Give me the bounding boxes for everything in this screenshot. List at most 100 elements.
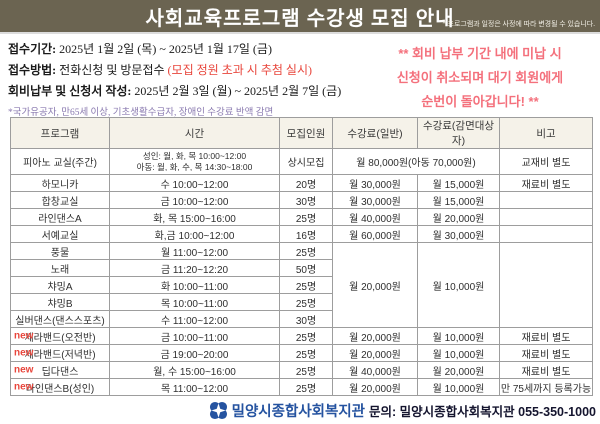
payment-period-label: 회비납부 및 신청서 작성: [8, 84, 132, 98]
time-cell: 화, 목 15:00~16:00 [109, 208, 280, 226]
time-cell: 목 10:00~11:00 [109, 293, 280, 311]
program-cell: 세라밴드(저녁반) new [10, 344, 110, 362]
capacity-cell: 25명 [279, 344, 333, 362]
program-cell: 챠밍B [10, 293, 110, 311]
new-badge: new [14, 381, 34, 393]
registration-period-label: 접수기간: [8, 42, 57, 56]
table-row: 라인댄스A 화, 목 15:00~16:00 25명 월 40,000원 월 20,00… [10, 208, 593, 226]
time-cell: 성인: 월, 화, 목 10:00~12:00 아동: 월, 화, 수, 목 14… [109, 148, 280, 175]
program-cell: 실버댄스(댄스스포츠) [10, 310, 110, 328]
fee-reduced-cell: 월 30,000원 [417, 225, 500, 243]
program-cell: 딥다댄스 new [10, 361, 110, 379]
program-name: 서예교실 [41, 230, 79, 242]
table-row: 하모니카 수 10:00~12:00 20명 월 30,000원 월 15,000원 재료… [10, 174, 593, 192]
discount-note: *국가유공자, 만65세 이상, 기초생활수급자, 장애인 수강료 반액 감면 [8, 108, 274, 118]
registration-method-value: 전화신청 및 방문접수 [59, 63, 168, 77]
program-table: 프로그램 시간 모집인원 수강료(일반) 수강료(감면대상자) 비고 피아노 교… [10, 117, 593, 396]
registration-method: 접수방법: 전화신청 및 방문접수 (모집 정원 초과 시 추첨 실시) [8, 62, 600, 78]
note-cell: 재료비 별도 [499, 174, 593, 192]
note-cell: 만 75세까지 등록가능 [499, 378, 593, 396]
capacity-cell: 25명 [279, 242, 333, 260]
column-header-fee-reduced: 수강료(감면대상자) [417, 117, 500, 149]
fee-general-cell: 월 20,000원 [332, 242, 418, 328]
fee-general-cell: 월 60,000원 [332, 225, 418, 243]
program-name: 풍물 [50, 247, 70, 259]
table-row: 라인댄스B(성인) new 목 11:00~12:00 25명 월 20,000원 월 1… [10, 378, 593, 396]
title-bar: 사회교육프로그램 수강생 모집 안내 * 프로그램과 일정은 사정에 따라 변경… [0, 0, 600, 34]
fee-warning-line: ** 회비 납부 기간 내에 미납 시 [398, 46, 562, 61]
time-cell: 금 11:20~12:20 [109, 259, 280, 277]
table-row: 노래 금 11:20~12:20 50명 [10, 259, 593, 277]
registration-method-label: 접수방법: [8, 63, 57, 77]
time-cell: 목 11:00~12:00 [109, 378, 280, 396]
table-row: 풍물 월 11:00~12:00 25명 월 20,000원 월 10,000원 [10, 242, 593, 328]
time-cell: 월, 수 15:00~16:00 [109, 361, 280, 379]
program-name: 라인댄스B(성인) [25, 383, 95, 395]
column-header-note: 비고 [499, 117, 593, 149]
note-cell: 재료비 별도 [499, 361, 593, 379]
program-name: 세라밴드(오전반) [24, 332, 96, 344]
registration-period: 접수기간: 2025년 1월 2일 (목) ~ 2025년 1월 17일 (금) [8, 41, 600, 57]
info-section: 접수기간: 2025년 1월 2일 (목) ~ 2025년 1월 17일 (금)… [0, 34, 600, 118]
program-name: 노래 [50, 264, 70, 276]
capacity-cell: 25명 [279, 327, 333, 345]
note-cell: 재료비 별도 [499, 327, 593, 345]
fee-reduced-cell: 월 15,000원 [417, 191, 500, 209]
program-cell: 세라밴드(오전반) new [10, 327, 110, 345]
program-cell: 하모니카 [10, 174, 110, 192]
fee-reduced-cell: 월 20,000원 [417, 361, 500, 379]
fee-general-cell: 월 40,000원 [332, 361, 418, 379]
program-name: 챠밍A [47, 281, 73, 293]
table-row: 세라밴드(저녁반) new 금 19:00~20:00 25명 월 20,000원 월 1… [10, 344, 593, 362]
time-cell: 화 10:00~11:00 [109, 276, 280, 294]
note-cell [499, 208, 593, 226]
payment-period: 회비납부 및 신청서 작성: 2025년 2월 3일 (월) ~ 2025년 2… [8, 83, 600, 99]
fee-general-cell: 월 30,000원 [332, 191, 418, 209]
program-name: 합창교실 [41, 196, 79, 208]
program-cell: 풍물 [10, 242, 110, 260]
note-cell [499, 242, 593, 328]
fee-warning-notice: ** 회비 납부 기간 내에 미납 시 신청이 취소되며 대기 회원에게 순번이… [364, 42, 596, 114]
time-cell: 월 11:00~12:00 [109, 242, 280, 260]
org-name: 밀양시종합사회복지관 [231, 404, 366, 420]
capacity-cell: 30명 [279, 191, 333, 209]
column-header-fee-general: 수강료(일반) [332, 117, 418, 149]
capacity-cell: 30명 [279, 310, 333, 328]
table-row: 실버댄스(댄스스포츠) 수 11:00~12:00 30명 [10, 310, 593, 328]
program-name: 실버댄스(댄스스포츠) [15, 315, 105, 327]
fee-warning-line: 순번이 돌아갑니다! ** [421, 94, 539, 110]
footer: 밀양시종합사회복지관 문의: 밀양시종합사회복지관 055-350-1000 [0, 396, 600, 421]
note-cell [499, 225, 593, 243]
program-name: 피아노 교실(주간) [23, 158, 97, 169]
column-header-time: 시간 [109, 117, 280, 149]
program-name: 챠밍B [47, 298, 73, 310]
program-name: 하모니카 [41, 179, 79, 191]
note-cell [499, 191, 593, 209]
column-header-program: 프로그램 [10, 117, 110, 149]
contact-info: 문의: 밀양시종합사회복지관 055-350-1000 [369, 405, 596, 419]
fee-general-cell: 월 40,000원 [332, 208, 418, 226]
program-name: 딥다댄스 [41, 366, 79, 378]
capacity-cell: 25명 [279, 361, 333, 379]
capacity-cell: 25명 [279, 276, 333, 294]
new-badge: new [14, 364, 34, 376]
note-cell: 재료비 별도 [499, 344, 593, 362]
new-badge: new [14, 347, 34, 359]
time-cell: 수 10:00~12:00 [109, 174, 280, 192]
registration-method-highlight: (모집 정원 초과 시 추첨 실시) [167, 63, 312, 77]
capacity-cell: 20명 [279, 174, 333, 192]
capacity-cell: 상시모집 [279, 148, 333, 175]
capacity-cell: 50명 [279, 259, 333, 277]
program-name: 세라밴드(저녁반) [24, 349, 96, 361]
fee-general-cell: 월 20,000원 [332, 378, 418, 396]
new-badge: new [14, 330, 34, 342]
time-cell: 화,금 10:00~12:00 [109, 225, 280, 243]
title-disclaimer: * 프로그램과 일정은 사정에 따라 변경될 수 있습니다. [442, 20, 595, 28]
note-cell: 교재비 별도 [499, 148, 593, 175]
program-table-wrap: 프로그램 시간 모집인원 수강료(일반) 수강료(감면대상자) 비고 피아노 교… [10, 117, 600, 396]
fee-reduced-cell: 월 20,000원 [417, 208, 500, 226]
program-cell: 노래 [10, 259, 110, 277]
capacity-cell: 25명 [279, 378, 333, 396]
fee-reduced-cell: 월 15,000원 [417, 174, 500, 192]
